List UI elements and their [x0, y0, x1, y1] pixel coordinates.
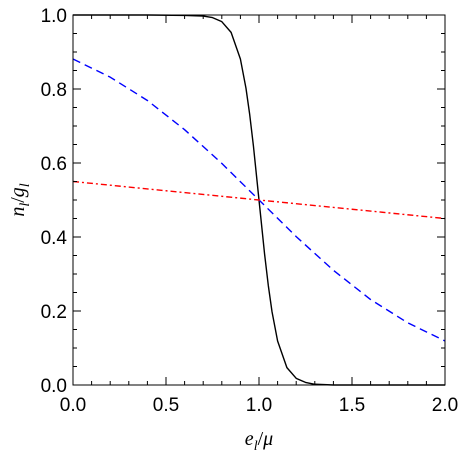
- y-tick-label: 1.0: [41, 6, 67, 27]
- x-axis-label: el/μ: [245, 428, 273, 454]
- x-tick-label: 2.0: [432, 395, 458, 416]
- x-tick-label: 0.5: [153, 395, 179, 416]
- x-axis-label-num: e: [245, 428, 254, 450]
- y-tick-label: 0.6: [41, 154, 67, 175]
- y-tick-label: 0.0: [41, 376, 67, 397]
- x-axis-label-slash: /: [258, 428, 264, 450]
- series-solid-line: [73, 14, 445, 386]
- y-axis-label-den-sub: l: [18, 183, 33, 187]
- x-tick-label: 0.0: [60, 395, 86, 416]
- plot-frame: [72, 14, 446, 386]
- y-tick-label: 0.8: [41, 80, 67, 101]
- y-axis-label-num: n: [7, 207, 29, 217]
- y-axis-label: nl/gl: [7, 183, 33, 216]
- x-tick-label: 1.5: [339, 395, 365, 416]
- tick-label-layer: 0.0 0.5 1.0 1.5 2.0 0.0 0.2 0.4 0.6 0.8 1.0: [41, 6, 459, 416]
- y-tick-label: 0.2: [41, 302, 67, 323]
- y-tick-label: 0.4: [41, 228, 68, 249]
- x-axis-label-num-sub: l: [254, 439, 258, 454]
- series-dashdot-line: [72, 180, 446, 220]
- series-layer: [72, 14, 446, 386]
- x-tick-label: 1.0: [246, 395, 272, 416]
- y-axis-label-den: g: [7, 187, 29, 197]
- y-axis-label-slash: /: [7, 197, 29, 203]
- y-axis-label-num-sub: l: [18, 203, 33, 207]
- x-axis-label-den: μ: [262, 428, 273, 450]
